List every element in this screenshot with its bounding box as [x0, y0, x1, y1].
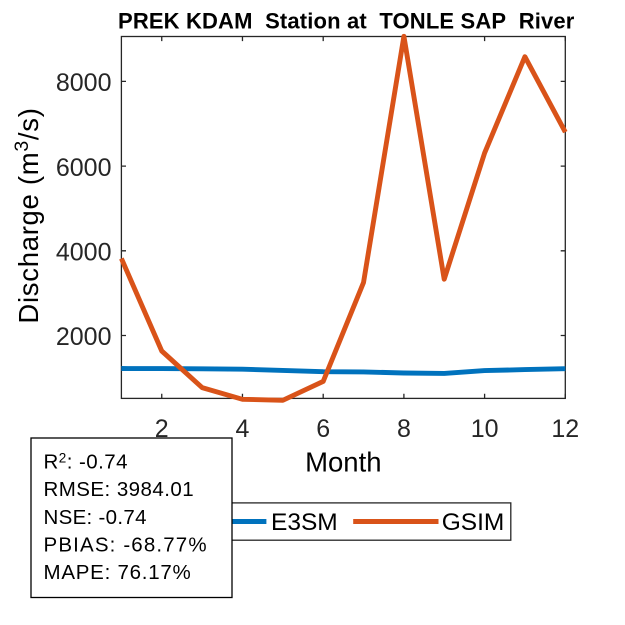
svg-text:R2: -0.74: R2: -0.74	[44, 450, 129, 473]
svg-text:Discharge (m3/s): Discharge (m3/s)	[11, 107, 44, 323]
svg-text:4: 4	[236, 415, 250, 443]
svg-text:MAPE: 76.17%: MAPE: 76.17%	[44, 561, 192, 584]
svg-text:8: 8	[397, 415, 411, 443]
svg-text:4000: 4000	[56, 239, 112, 267]
svg-text:10: 10	[471, 415, 499, 443]
svg-text:RMSE: 3984.01: RMSE: 3984.01	[44, 478, 195, 501]
svg-text:PBIAS: -68.77%: PBIAS: -68.77%	[44, 533, 208, 556]
svg-text:8000: 8000	[56, 69, 112, 97]
svg-text:6000: 6000	[56, 154, 112, 182]
svg-text:2: 2	[155, 415, 169, 443]
svg-text:GSIM: GSIM	[442, 509, 505, 536]
svg-text:NSE: -0.74: NSE: -0.74	[44, 506, 147, 529]
svg-text:Month: Month	[305, 447, 381, 478]
svg-text:6: 6	[316, 415, 330, 443]
svg-text:PREK KDAM Station at TONLE S: PREK KDAM Station at TONLE SAP River	[118, 9, 575, 34]
svg-text:E3SM: E3SM	[271, 509, 338, 536]
svg-text:2000: 2000	[56, 323, 112, 351]
svg-text:12: 12	[551, 415, 579, 443]
